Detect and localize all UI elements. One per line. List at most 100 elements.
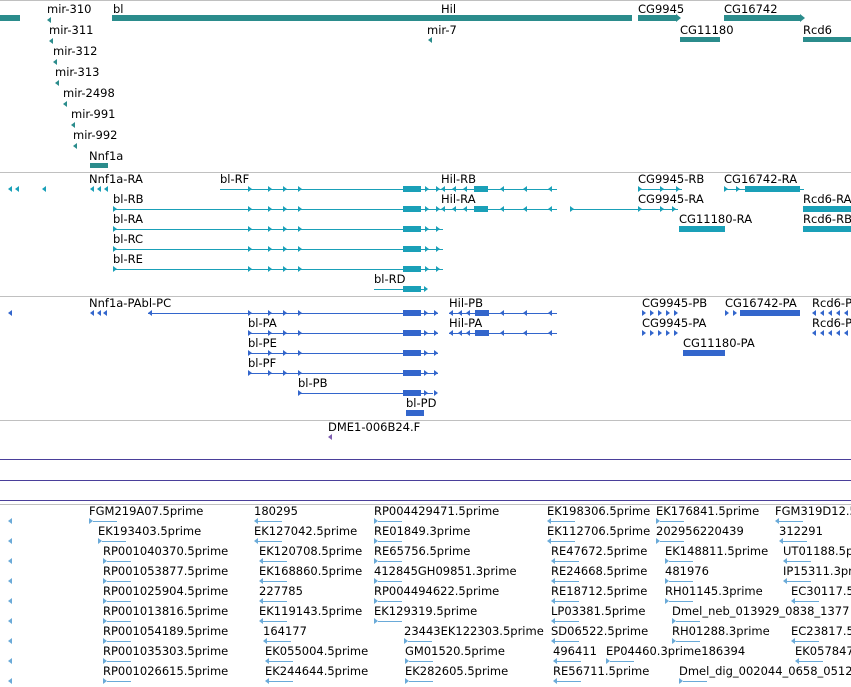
strand-arrow[interactable] bbox=[283, 370, 287, 376]
intron-line[interactable] bbox=[441, 189, 557, 190]
strand-arrow[interactable] bbox=[551, 558, 555, 564]
intron-line[interactable] bbox=[551, 521, 575, 522]
intron-line[interactable] bbox=[676, 641, 700, 642]
intron-line[interactable] bbox=[555, 581, 579, 582]
strand-arrow[interactable] bbox=[283, 330, 287, 336]
strand-arrow[interactable] bbox=[424, 370, 428, 376]
intron-line[interactable] bbox=[555, 641, 579, 642]
intron-line[interactable] bbox=[669, 601, 693, 602]
strand-arrow[interactable] bbox=[441, 206, 445, 212]
intron-line[interactable] bbox=[683, 681, 707, 682]
strand-arrow[interactable] bbox=[283, 226, 287, 232]
intron-line[interactable] bbox=[107, 641, 131, 642]
intron-line[interactable] bbox=[267, 641, 291, 642]
intron-line[interactable] bbox=[107, 621, 131, 622]
intron-line[interactable] bbox=[269, 661, 293, 662]
strand-arrow[interactable] bbox=[836, 310, 840, 316]
strand-arrow[interactable] bbox=[103, 638, 107, 644]
strand-arrow[interactable] bbox=[248, 186, 252, 192]
feature-glyph[interactable] bbox=[403, 310, 421, 316]
strand-arrow[interactable] bbox=[298, 310, 302, 316]
strand-arrow[interactable] bbox=[783, 558, 787, 564]
intron-line[interactable] bbox=[787, 581, 811, 582]
intron-line[interactable] bbox=[263, 561, 287, 562]
strand-arrow[interactable] bbox=[463, 186, 467, 192]
strand-arrow[interactable] bbox=[103, 558, 107, 564]
strand-arrow[interactable] bbox=[8, 578, 12, 584]
intron-line[interactable] bbox=[570, 209, 678, 210]
strand-arrow[interactable] bbox=[298, 266, 302, 272]
feature-glyph[interactable] bbox=[403, 370, 421, 376]
feature-glyph[interactable] bbox=[680, 37, 720, 42]
strand-arrow[interactable] bbox=[424, 350, 428, 356]
strand-arrow[interactable] bbox=[8, 558, 12, 564]
intron-line[interactable] bbox=[409, 681, 433, 682]
strand-arrow[interactable] bbox=[791, 638, 795, 644]
strand-arrow[interactable] bbox=[55, 80, 59, 86]
strand-arrow[interactable] bbox=[63, 101, 67, 107]
intron-line[interactable] bbox=[799, 661, 823, 662]
strand-arrow[interactable] bbox=[665, 598, 669, 604]
strand-arrow[interactable] bbox=[676, 186, 680, 192]
strand-arrow[interactable] bbox=[298, 390, 302, 396]
feature-glyph[interactable] bbox=[403, 266, 421, 272]
strand-arrow[interactable] bbox=[103, 618, 107, 624]
strand-arrow[interactable] bbox=[283, 206, 287, 212]
strand-arrow[interactable] bbox=[103, 678, 107, 684]
intron-line[interactable] bbox=[263, 601, 287, 602]
strand-arrow[interactable] bbox=[8, 186, 12, 192]
feature-glyph[interactable] bbox=[740, 310, 800, 316]
intron-line[interactable] bbox=[408, 641, 432, 642]
strand-arrow[interactable] bbox=[424, 310, 428, 316]
strand-arrow[interactable] bbox=[425, 266, 429, 272]
strand-arrow[interactable] bbox=[458, 310, 462, 316]
intron-line[interactable] bbox=[660, 521, 684, 522]
strand-arrow[interactable] bbox=[449, 310, 453, 316]
strand-arrow[interactable] bbox=[434, 370, 438, 376]
strand-arrow[interactable] bbox=[736, 186, 740, 192]
strand-arrow[interactable] bbox=[424, 330, 428, 336]
intron-line[interactable] bbox=[113, 209, 443, 210]
intron-line[interactable] bbox=[555, 601, 579, 602]
intron-line[interactable] bbox=[409, 661, 433, 662]
strand-arrow[interactable] bbox=[672, 206, 676, 212]
intron-line[interactable] bbox=[258, 521, 282, 522]
strand-arrow[interactable] bbox=[436, 226, 440, 232]
strand-arrow[interactable] bbox=[434, 330, 438, 336]
strand-arrow[interactable] bbox=[500, 186, 504, 192]
feature-glyph[interactable] bbox=[803, 206, 851, 212]
strand-arrow[interactable] bbox=[800, 14, 805, 22]
strand-arrow[interactable] bbox=[658, 310, 662, 316]
strand-arrow[interactable] bbox=[103, 578, 107, 584]
strand-arrow[interactable] bbox=[844, 310, 848, 316]
strand-arrow[interactable] bbox=[47, 17, 51, 23]
strand-arrow[interactable] bbox=[405, 658, 409, 664]
strand-arrow[interactable] bbox=[500, 310, 504, 316]
intron-line[interactable] bbox=[248, 333, 438, 334]
strand-arrow[interactable] bbox=[548, 206, 552, 212]
strand-arrow[interactable] bbox=[548, 310, 552, 316]
strand-arrow[interactable] bbox=[638, 206, 642, 212]
strand-arrow[interactable] bbox=[434, 390, 438, 396]
strand-arrow[interactable] bbox=[283, 186, 287, 192]
intron-line[interactable] bbox=[378, 601, 402, 602]
strand-arrow[interactable] bbox=[836, 330, 840, 336]
strand-arrow[interactable] bbox=[551, 618, 555, 624]
strand-arrow[interactable] bbox=[283, 246, 287, 252]
strand-arrow[interactable] bbox=[666, 310, 670, 316]
intron-line[interactable] bbox=[610, 661, 634, 662]
strand-arrow[interactable] bbox=[725, 310, 729, 316]
intron-line[interactable] bbox=[107, 681, 131, 682]
feature-glyph[interactable] bbox=[403, 226, 421, 232]
intron-line[interactable] bbox=[102, 541, 126, 542]
strand-arrow[interactable] bbox=[263, 638, 267, 644]
strand-arrow[interactable] bbox=[441, 186, 445, 192]
strand-arrow[interactable] bbox=[248, 266, 252, 272]
strand-arrow[interactable] bbox=[248, 246, 252, 252]
strand-arrow[interactable] bbox=[553, 658, 557, 664]
strand-arrow[interactable] bbox=[374, 518, 378, 524]
strand-arrow[interactable] bbox=[113, 266, 117, 272]
strand-arrow[interactable] bbox=[436, 206, 440, 212]
strand-arrow[interactable] bbox=[463, 206, 467, 212]
feature-glyph[interactable] bbox=[724, 15, 800, 21]
